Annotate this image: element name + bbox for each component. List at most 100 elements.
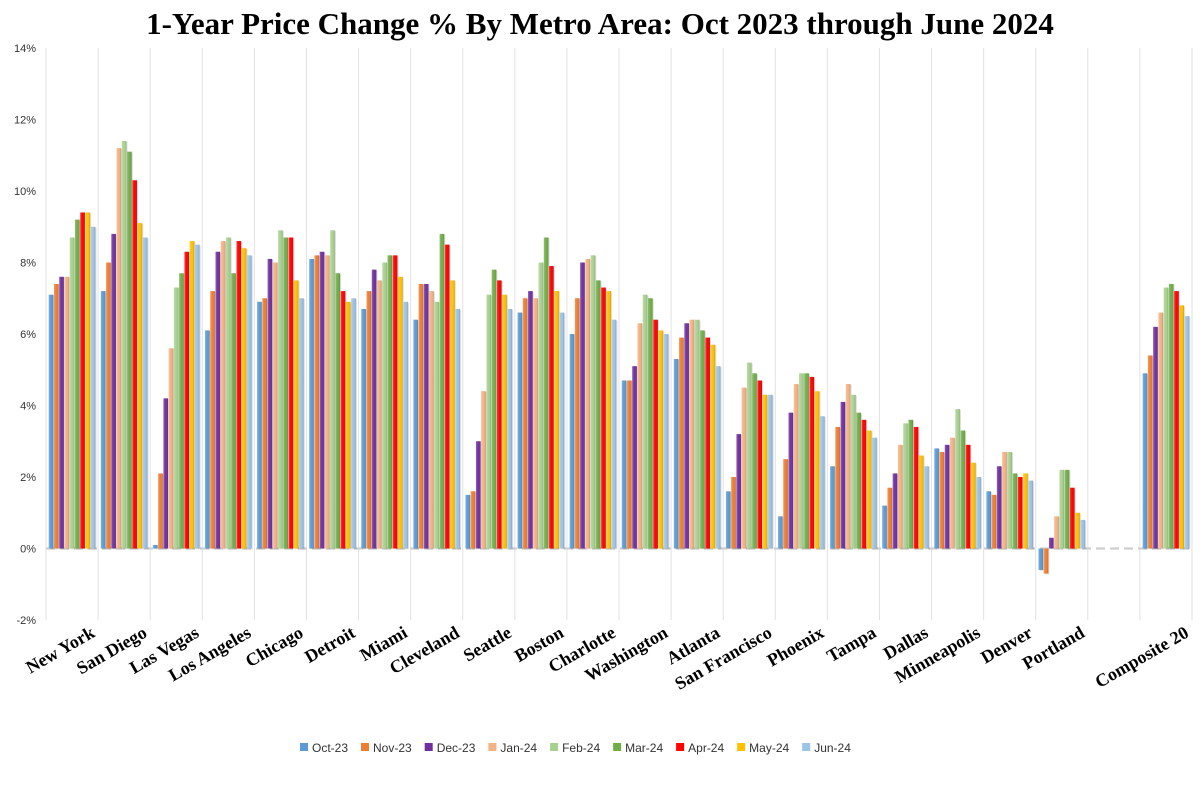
bar-shading [247,255,252,549]
bar-shading [189,241,195,549]
bar-shading [106,262,111,549]
bar-shading [111,233,116,549]
bar-shading [762,394,768,549]
bar-shading [741,387,747,549]
bar-shading [700,330,705,549]
legend-label: Mar-24 [625,741,663,755]
bar-shading [278,230,283,549]
bar-shading [736,434,742,549]
bar-shading [611,319,617,549]
bar-shading [872,437,877,549]
bar-shading [429,291,434,549]
bar-shading [377,280,382,549]
bar-shading [366,291,372,549]
bar-shading [1153,326,1158,549]
bar-shading [944,444,950,549]
bar-shading [632,366,637,549]
bar-shading [783,459,788,549]
bar-shading [621,380,627,549]
bar-shading [59,276,64,549]
x-tick-label: Composite 20 [1091,622,1191,692]
chart-title: 1-Year Price Change % By Metro Area: Oct… [146,6,1054,41]
bar-shading [475,441,481,549]
y-tick-label: -2% [16,615,36,627]
x-tick-label: Chicago [242,622,307,671]
bar-shading [1012,473,1018,549]
bar-shading [856,412,861,549]
bar-shading [184,251,190,549]
bar-shading [939,451,945,549]
bar-shading [814,391,820,549]
bar-shading [361,308,366,549]
bar-shading [340,291,346,549]
bar-shading [210,291,215,549]
bar-shading [1038,548,1044,570]
bar-shading [710,344,716,549]
bar-shading [913,426,919,549]
bar-shading [861,419,867,549]
bar-shading [470,491,476,549]
bar-shading [606,291,612,549]
bar-shading [1179,305,1185,549]
bar-shading [986,491,991,549]
bar-shading [538,262,544,549]
bar-shading [522,298,528,549]
bar-shading [220,241,226,549]
bar-shading [1147,355,1153,549]
bar-shading [752,373,757,549]
bar-shading [830,466,835,549]
bar-shading [1168,283,1174,549]
legend-label: Apr-24 [688,741,724,755]
y-axis: -2% 0% 2% 4% 6% 8% 10% 12% 14% [14,43,36,627]
bar-shading [74,219,80,549]
bar-shading [804,373,809,549]
bar-shading [569,334,575,549]
bar-shading [918,455,924,549]
bar-shading [335,273,341,549]
bar-shading [684,323,689,549]
bar-shading [626,380,632,549]
bar-shading [1017,477,1023,549]
bar-shading [746,362,752,549]
bar-shading [653,319,658,549]
bar-shading [236,241,242,549]
bar-shading [960,430,966,549]
y-tick-label: 4% [20,401,36,413]
bar-shading [288,237,294,549]
bar-shading [53,283,59,549]
bar-shading [324,255,330,549]
bar-shading [179,273,184,549]
bar-shading [502,294,507,549]
bar-shading [100,291,106,549]
bar-shading [1174,291,1179,549]
bar-shading [882,505,887,549]
bar-shading [637,323,643,549]
bar-shading [387,255,393,549]
bar-shading [319,251,325,549]
bar-shading [971,462,976,549]
bar-shading [533,298,538,549]
bar-shading [658,330,664,549]
bar-shading [241,248,247,549]
bar-shading [1002,451,1007,549]
bar-shading [351,298,356,549]
bar-shading [116,148,122,549]
bar-shading [809,376,815,549]
bar-shading [731,477,736,549]
bar-shading [1028,480,1033,549]
legend-label: Jun-24 [814,741,851,755]
bar-shading [689,319,695,549]
x-tick-label: Tampa [823,622,879,666]
bar-shading [595,280,601,549]
y-tick-label: 14% [14,43,36,55]
bar-shading [908,419,914,549]
bar-shading [950,437,955,549]
bar-shading [903,423,908,549]
bar-shading [887,487,893,549]
bar-shading [1069,487,1075,549]
bar-shading [444,244,450,549]
bar-shading [137,223,143,549]
x-tick-label: Phoenix [764,622,828,670]
bar-shading [496,280,502,549]
legend-label: Dec-23 [437,741,476,755]
